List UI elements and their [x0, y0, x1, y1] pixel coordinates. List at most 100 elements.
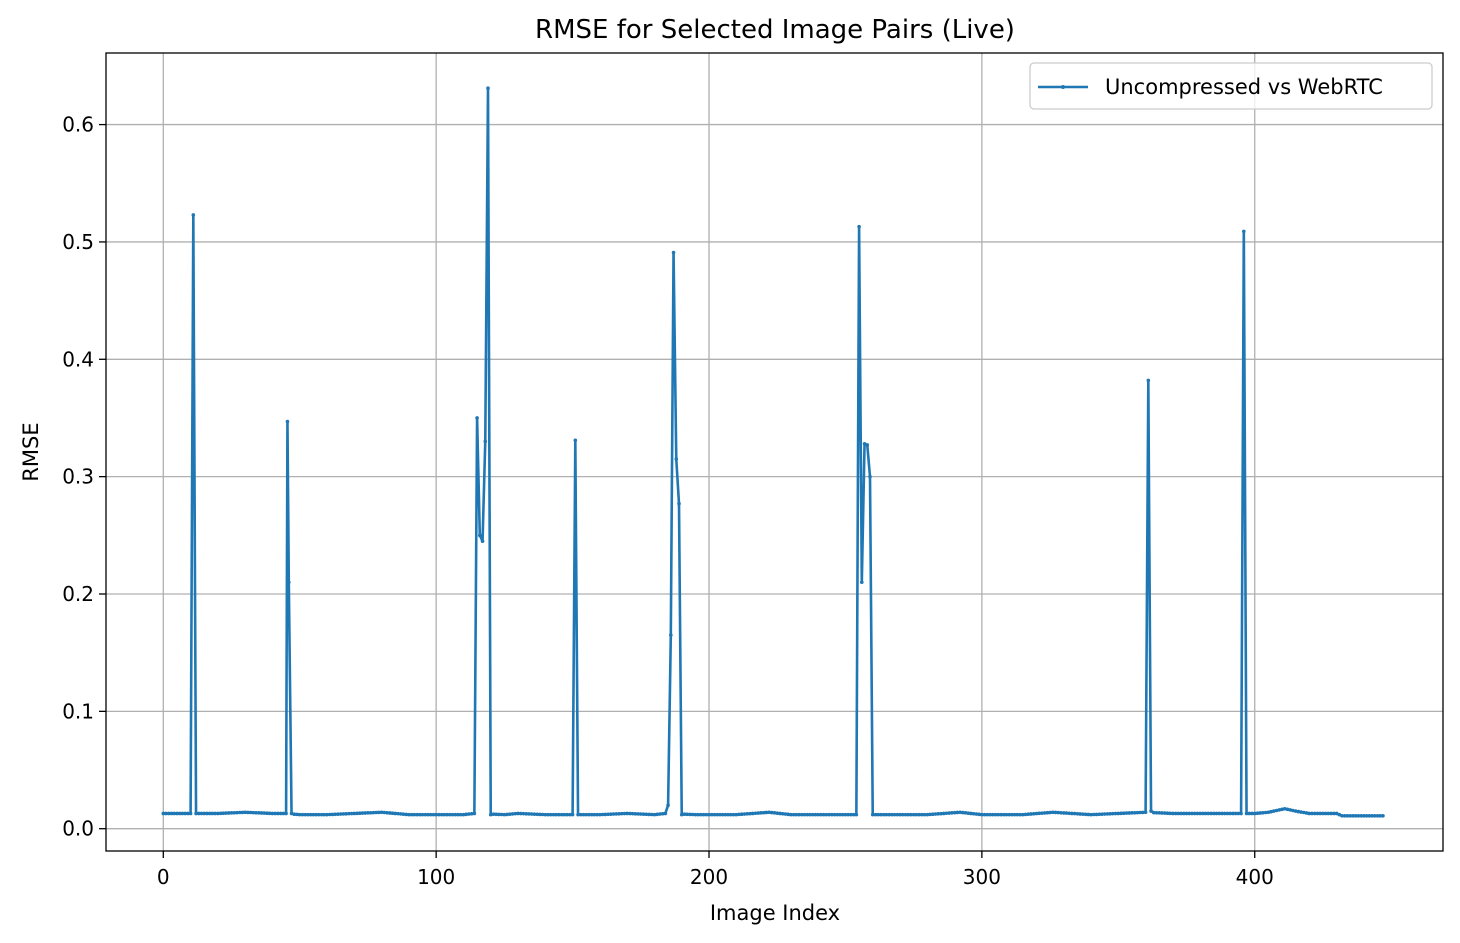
- data-point: [963, 811, 968, 815]
- data-point: [393, 811, 398, 816]
- data-point: [1337, 812, 1342, 817]
- data-point: [1244, 811, 1249, 816]
- data-point: [778, 811, 782, 816]
- data-point: [699, 812, 703, 817]
- data-point: [423, 812, 428, 817]
- data-point: [685, 812, 689, 817]
- data-point: [499, 812, 504, 817]
- data-point: [1116, 811, 1121, 816]
- data-point: [592, 812, 597, 817]
- data-point: [1154, 810, 1159, 815]
- data-point: [1233, 811, 1238, 816]
- data-point: [603, 812, 608, 817]
- data-point: [884, 812, 889, 817]
- data-point: [333, 812, 338, 817]
- data-point: [791, 812, 796, 817]
- data-point: [1083, 812, 1088, 817]
- data-point: [297, 812, 302, 817]
- data-point: [1018, 812, 1022, 817]
- data-point: [810, 812, 815, 817]
- data-point: [652, 812, 657, 817]
- data-point: [862, 441, 867, 446]
- y-tick-label: 0.0: [62, 817, 94, 841]
- data-point: [846, 812, 850, 817]
- data-point: [748, 811, 752, 816]
- data-point: [1348, 813, 1353, 818]
- data-point: [169, 811, 174, 816]
- data-point: [497, 812, 501, 817]
- data-point: [761, 810, 766, 815]
- data-point: [273, 811, 277, 816]
- data-point: [830, 812, 834, 817]
- data-point: [974, 812, 979, 816]
- data-point: [704, 812, 709, 817]
- data-point: [939, 811, 943, 816]
- data-point: [1280, 807, 1284, 812]
- data-point: [1097, 812, 1101, 817]
- data-point: [1351, 813, 1355, 818]
- data-point: [1086, 812, 1091, 817]
- data-point: [289, 811, 294, 816]
- data-point: [202, 811, 207, 816]
- data-point: [707, 812, 711, 817]
- data-point: [1263, 810, 1268, 815]
- data-point: [1070, 811, 1074, 816]
- data-point: [327, 812, 332, 817]
- data-point: [183, 811, 187, 816]
- data-point: [464, 812, 468, 817]
- data-point: [191, 213, 196, 217]
- data-point: [764, 810, 769, 815]
- data-point: [718, 812, 722, 817]
- data-point: [226, 811, 231, 815]
- data-point: [988, 812, 992, 817]
- data-point: [1203, 811, 1208, 816]
- data-point: [300, 812, 305, 817]
- data-point: [723, 812, 728, 817]
- data-point: [469, 811, 474, 816]
- data-point: [1111, 811, 1115, 816]
- data-point: [876, 812, 880, 817]
- data-point: [461, 812, 466, 817]
- data-point: [1061, 811, 1066, 815]
- data-point: [385, 810, 389, 815]
- data-point: [985, 812, 990, 817]
- data-point: [237, 810, 242, 815]
- data-point: [494, 812, 498, 817]
- data-point: [546, 812, 550, 817]
- data-point: [898, 812, 902, 817]
- data-point: [887, 812, 891, 817]
- data-point: [319, 812, 324, 817]
- data-point: [1222, 811, 1227, 816]
- data-point: [508, 812, 512, 816]
- data-point: [1034, 811, 1039, 816]
- data-point: [824, 812, 829, 817]
- data-point: [257, 811, 261, 815]
- data-point: [769, 810, 774, 815]
- data-point: [608, 812, 613, 816]
- data-point: [535, 812, 539, 817]
- data-point: [589, 812, 594, 817]
- data-point: [529, 812, 534, 816]
- data-point: [849, 812, 853, 817]
- data-point: [636, 812, 640, 816]
- data-point: [617, 812, 621, 816]
- data-point: [729, 812, 733, 817]
- data-point: [387, 811, 392, 815]
- data-point: [1302, 810, 1306, 815]
- data-point: [480, 539, 485, 543]
- data-point: [772, 811, 777, 815]
- data-point: [1255, 811, 1260, 816]
- data-point: [745, 812, 750, 816]
- data-point: [726, 812, 730, 817]
- data-point: [1212, 811, 1216, 816]
- data-point: [166, 811, 171, 816]
- data-point: [439, 812, 444, 817]
- data-point: [655, 812, 659, 817]
- data-point: [1217, 811, 1222, 816]
- data-point: [1381, 813, 1385, 818]
- data-point: [674, 457, 679, 461]
- data-point: [1266, 810, 1271, 815]
- data-point: [922, 812, 927, 817]
- x-tick-label: 200: [690, 865, 728, 889]
- data-point: [909, 812, 913, 817]
